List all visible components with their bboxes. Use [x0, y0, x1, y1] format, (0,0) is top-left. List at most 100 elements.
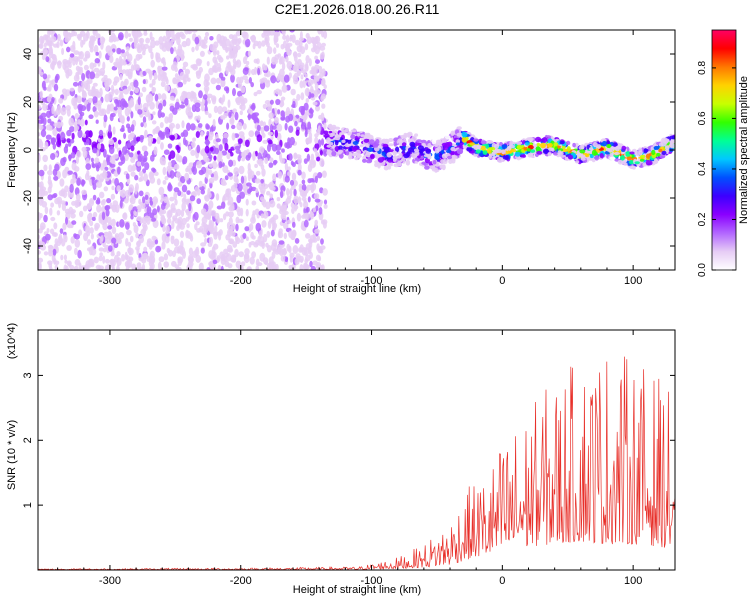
spectrogram-cell [187, 106, 192, 112]
spectrogram-cell [315, 151, 319, 157]
spectrogram-cell [47, 118, 52, 124]
spectrogram-cell [147, 113, 152, 121]
spectrogram-cell [208, 113, 212, 119]
spectrogram-cell [75, 193, 81, 201]
spectrogram-cell [305, 98, 309, 103]
spectrogram-cell [290, 160, 294, 166]
spectrogram-cell [323, 199, 328, 205]
spectrogram-cell [268, 112, 274, 119]
spectrogram-cell [207, 187, 211, 195]
spectrogram-cell [163, 72, 167, 80]
spectrogram-cell [110, 252, 115, 257]
spectrogram-cell [118, 232, 125, 239]
spectrogram-cell [164, 84, 171, 92]
spectrogram-cell [331, 130, 338, 134]
spectrogram-cell [87, 98, 94, 103]
spectrogram-cell [91, 161, 95, 168]
spectrogram-cell [208, 207, 212, 216]
spectrogram-cell [119, 190, 124, 196]
spectrogram-cell [174, 217, 179, 224]
spectrogram-cell [620, 155, 625, 161]
spectrogram-cell [121, 253, 126, 262]
spectrogram-cell [187, 111, 193, 120]
spectrogram-cell [168, 154, 172, 161]
spectrogram-cell [315, 59, 320, 64]
spectrogram-cell [521, 154, 526, 158]
spectrogram-cell [90, 233, 94, 240]
spectrogram-cell [240, 175, 245, 184]
spectrogram-cell [317, 172, 323, 179]
spectrogram-cell [296, 212, 301, 222]
x-tick-label: 100 [624, 275, 642, 287]
spectrogram-cell [77, 129, 83, 139]
spectrogram-cell [392, 150, 398, 156]
spectrogram-cell [245, 208, 249, 217]
spectrogram-cell [307, 196, 311, 203]
spectrogram-cell [143, 122, 147, 128]
spectrogram-cell [169, 95, 175, 101]
spectrogram-cell [186, 223, 190, 229]
spectrogram-cell [185, 208, 190, 216]
spectrogram-cell [39, 71, 44, 76]
spectrogram-cell [348, 147, 352, 152]
spectrogram-cell [130, 171, 136, 177]
spectrogram-cell [54, 260, 60, 266]
spectrogram-cell [114, 141, 119, 149]
spectrogram-cell [279, 57, 283, 62]
spectrogram-cell [164, 234, 170, 244]
spectrogram-cell [89, 62, 95, 70]
spectrogram-cell [235, 59, 242, 68]
spectrogram-cell [298, 255, 304, 263]
spectrogram-cell [221, 201, 226, 209]
spectrogram-cell [258, 183, 265, 190]
spectrogram-cell [263, 125, 270, 132]
spectrogram-cell [255, 265, 260, 270]
spectrogram-cell [516, 144, 522, 150]
colorbar-tick-label: 0.8 [697, 61, 708, 75]
spectrogram-cell [319, 72, 324, 78]
spectrogram-cell [362, 158, 367, 163]
spectrogram-cell [232, 46, 239, 55]
spectrogram-cell [387, 165, 391, 170]
spectrogram-cell [634, 161, 640, 165]
spectrogram-cell [51, 253, 56, 263]
spectrogram-cell [79, 210, 84, 218]
y-tick-label: -20 [22, 190, 34, 206]
spectrogram-cell [191, 30, 198, 33]
spectrogram-cell [230, 254, 237, 261]
spectrogram-cell [502, 144, 508, 150]
y-tick-label: 1 [22, 502, 34, 508]
spectrogram-cell [237, 208, 242, 217]
spectrogram-cell [130, 214, 134, 220]
spectrogram-cell [294, 238, 300, 244]
spectrogram-cell [188, 145, 192, 151]
spectrogram-cell [43, 164, 48, 172]
spectrogram-cell [213, 173, 219, 181]
spectrogram-cell [100, 108, 105, 114]
spectrogram-cell [328, 142, 334, 146]
x-tick-label: 0 [499, 575, 505, 587]
spectrogram-cell [86, 169, 90, 177]
spectrogram-cell [208, 163, 214, 168]
spectrogram-cell [38, 132, 41, 137]
spectrogram-cell [639, 158, 645, 162]
spectrogram-cell [300, 92, 305, 101]
spectrogram-cell [84, 225, 90, 233]
spectrogram-cell [651, 149, 656, 156]
spectrogram-cell [306, 88, 310, 97]
spectrogram-cell [432, 159, 437, 165]
spectrogram-cell [191, 141, 196, 148]
spectrogram-cell [111, 237, 117, 244]
spectrogram-cell [182, 91, 188, 97]
spectrogram-cell [154, 93, 159, 102]
spectrogram-cell [136, 32, 143, 37]
spectrogram-cell [226, 244, 233, 252]
spectrogram-cell [289, 188, 293, 197]
spectrogram-cell [42, 154, 48, 163]
spectrogram-cell [200, 104, 205, 112]
spectrogram-cell [275, 31, 279, 37]
spectrogram-cell [160, 142, 164, 150]
spectrogram-cell [224, 142, 229, 151]
spectrogram-cell [142, 70, 147, 76]
spectrogram-cell [183, 193, 187, 203]
